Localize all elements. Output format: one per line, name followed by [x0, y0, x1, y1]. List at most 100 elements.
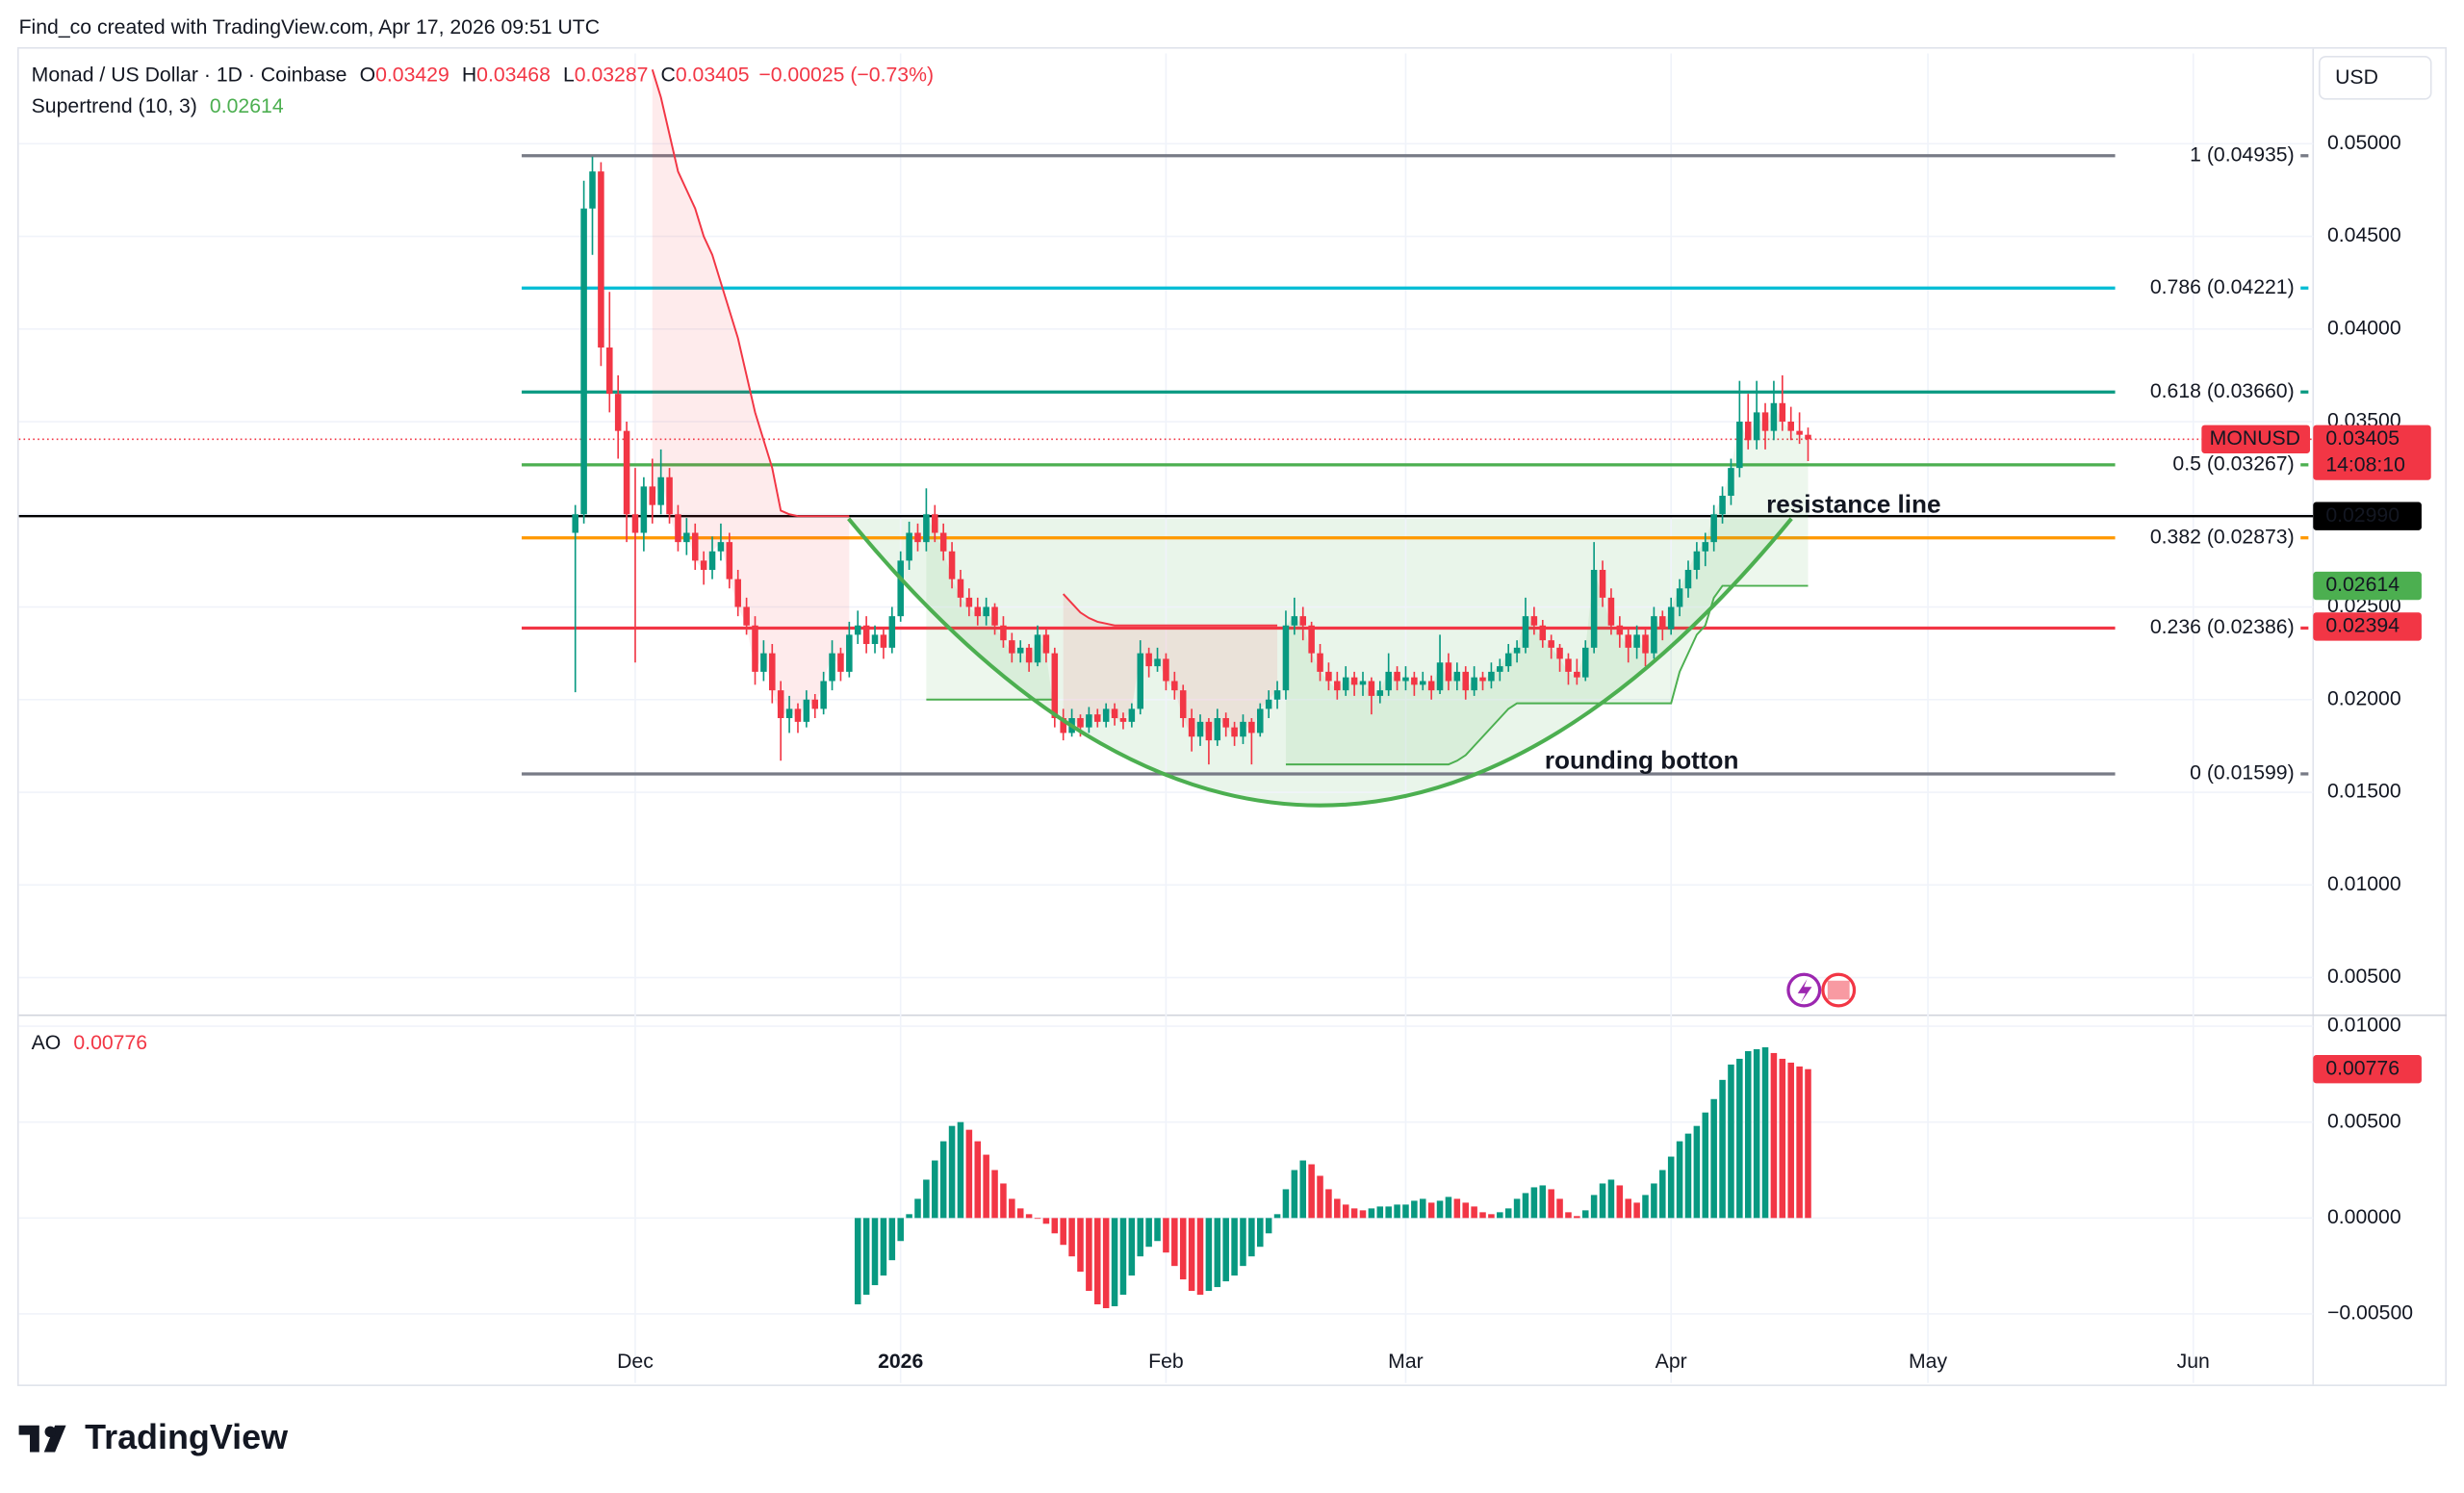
candle-body [1770, 402, 1778, 431]
candle-body [1214, 718, 1221, 741]
candle-body [1616, 625, 1624, 635]
ao-bar [1744, 1050, 1752, 1219]
indicator-name: Supertrend (10, 3) [32, 95, 197, 117]
candle-body [1368, 681, 1375, 696]
ao-bar [1676, 1141, 1683, 1219]
ao-bar [1368, 1208, 1375, 1219]
candle-body [1539, 625, 1547, 641]
candle-body [691, 532, 699, 561]
candle-body [1728, 468, 1734, 497]
candle-body [666, 476, 673, 515]
ao-bar [1710, 1098, 1717, 1219]
price-pane [18, 68, 2314, 776]
ohlc-value: 0.03468 [476, 64, 551, 86]
candle-body [1179, 690, 1187, 719]
candle-body [983, 606, 989, 617]
fib-label: 0.382 (0.02873) [2150, 526, 2295, 548]
candle-body [803, 699, 810, 722]
ao-bar [1119, 1218, 1127, 1296]
fib-label: 0.786 (0.04221) [2150, 276, 2295, 298]
supertrend-fill [1063, 594, 1278, 741]
candle-body [811, 699, 819, 709]
ao-bar [1350, 1208, 1358, 1219]
candle-body [623, 430, 630, 515]
candle-body [1042, 634, 1050, 654]
ohlc-label: O [360, 64, 376, 86]
ao-bar [1282, 1189, 1290, 1219]
candle-body [1445, 662, 1452, 682]
y-tick-label: 0.05000 [2327, 132, 2401, 154]
currency: USD [2335, 66, 2378, 89]
candle-body [1154, 658, 1161, 667]
ao-bar [1548, 1189, 1554, 1219]
candle-body [1581, 647, 1589, 678]
candle-body [1427, 681, 1435, 691]
ao-bar [1427, 1202, 1435, 1219]
ao-bar [1060, 1218, 1066, 1246]
brand-logo: TradingView [18, 1417, 288, 1456]
ao-bar [906, 1214, 912, 1219]
candle-body [1436, 662, 1444, 691]
ao-bar [1240, 1218, 1246, 1267]
ao-bar [1265, 1218, 1272, 1234]
candle-body [1163, 658, 1169, 682]
candle-body [1471, 677, 1477, 691]
candle-body [1633, 634, 1640, 648]
candle-body [1676, 588, 1683, 607]
ao-bar [1171, 1218, 1178, 1267]
ao-bar [1504, 1208, 1512, 1219]
candle-body [957, 579, 964, 598]
candle-body [1394, 671, 1400, 682]
candle-body [914, 532, 921, 543]
candle-body [1642, 634, 1649, 654]
ao-bar [1642, 1195, 1649, 1219]
candle-body [871, 634, 879, 645]
fib-label: 0.618 (0.03660) [2150, 380, 2295, 402]
candle-body [932, 514, 938, 533]
ao-bar [1394, 1204, 1400, 1219]
candle-body [820, 681, 827, 709]
ao-bar [1154, 1218, 1161, 1242]
candle-body [1497, 666, 1503, 672]
candle-body [965, 597, 973, 607]
candle-body [657, 476, 664, 505]
ao-bar [1308, 1164, 1315, 1219]
ao-bar [1094, 1218, 1101, 1305]
ao-bar [1556, 1198, 1563, 1219]
candle-body [1034, 634, 1041, 663]
event-icon-glyph [1797, 979, 1812, 1003]
candle-body [906, 532, 912, 561]
candle-body [743, 606, 750, 626]
ao-bar [1728, 1064, 1734, 1219]
logo-dot [44, 1426, 56, 1438]
ao-tick-label: 0.00500 [2327, 1110, 2401, 1132]
last-price-tag: 0.03405 [2325, 427, 2400, 450]
x-tick-label: 2026 [878, 1351, 923, 1373]
flag-glyph [1827, 980, 1850, 1000]
ao-tick-label: 0.01000 [2327, 1015, 2401, 1037]
ao-bar [983, 1154, 989, 1219]
ao-bar [1009, 1198, 1015, 1219]
rounding-arc [847, 517, 1793, 808]
ao-bar [1693, 1125, 1701, 1219]
candle-body [1556, 647, 1563, 659]
ao-bar [1179, 1218, 1187, 1280]
ohlc-value: 0.03405 [676, 64, 750, 86]
ao-bar [1753, 1048, 1760, 1219]
candle-body [1385, 671, 1392, 691]
candle-body [1513, 647, 1521, 654]
ao-bar [1462, 1202, 1469, 1219]
candle-body [1086, 714, 1092, 728]
ao-bar [1299, 1160, 1307, 1219]
candle-body [1504, 653, 1512, 667]
price-tag [2313, 571, 2422, 601]
candle-body [589, 171, 596, 209]
ao-bar [1214, 1218, 1221, 1288]
currency-box[interactable] [2318, 55, 2432, 100]
candle-body [1702, 542, 1709, 552]
ao-bar [1471, 1206, 1477, 1219]
ao-bar [1787, 1062, 1794, 1219]
candle-body [1025, 647, 1033, 663]
price-tag [2313, 425, 2431, 480]
